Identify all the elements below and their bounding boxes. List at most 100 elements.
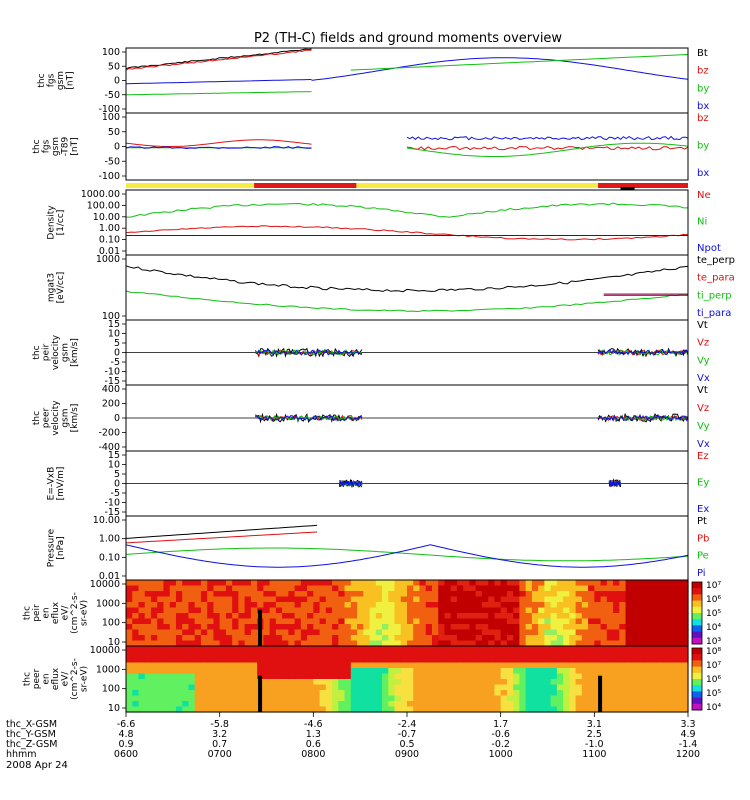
spectrogram-cell — [269, 624, 277, 631]
spectrogram-cell — [175, 585, 183, 592]
spectrogram-cell — [400, 695, 408, 702]
spectrogram-cell — [519, 690, 527, 697]
spectrogram-cell — [469, 618, 477, 625]
colorbar-label: 10⁶ — [706, 595, 721, 605]
spectrogram-cell — [581, 657, 589, 664]
spectrogram-cell — [631, 695, 639, 702]
spectrogram-cell — [238, 607, 246, 614]
spectrogram-cell — [681, 585, 689, 592]
spectrogram-cell — [313, 629, 321, 636]
spectrogram-cell — [619, 580, 627, 587]
spectrogram-cell — [631, 679, 639, 686]
spectrogram-cell — [544, 668, 552, 675]
spectrogram-cell — [569, 657, 577, 664]
spectrogram-cell — [613, 679, 620, 686]
spectrogram-cell — [282, 701, 289, 708]
spectrogram-cell — [413, 651, 421, 658]
spectrogram-cell — [669, 629, 677, 636]
spectrogram-cell — [150, 646, 158, 653]
spectrogram-cell — [475, 668, 483, 675]
spectrogram-cell — [319, 640, 327, 647]
spectrogram-cell — [250, 701, 258, 708]
spectrogram-cell — [681, 646, 689, 653]
spectrogram-cell — [238, 651, 246, 658]
spectrogram-cell — [400, 706, 408, 713]
spectrogram-cell — [225, 585, 233, 592]
spectrogram-cell — [450, 668, 458, 675]
spectrogram-cell — [463, 640, 471, 647]
y-axis-label: peir — [32, 604, 42, 622]
spectrogram-cell — [213, 580, 221, 587]
spectrogram-cell — [200, 679, 208, 686]
spectrogram-cell — [413, 624, 421, 631]
spectrogram-cell — [282, 673, 289, 680]
spectrogram-cell — [269, 706, 277, 713]
spectrogram-cell — [519, 602, 527, 609]
spectrogram-cell — [494, 673, 502, 680]
spectrogram-cell — [400, 684, 408, 691]
spectrogram-cell — [369, 684, 377, 691]
spectrogram-cell — [538, 662, 545, 669]
spectrogram-cell — [525, 602, 533, 609]
spectrogram-cell — [481, 684, 489, 691]
spectrogram-cell — [232, 618, 239, 625]
spectrogram-cell — [325, 668, 333, 675]
y-tick-label: 10 — [108, 637, 120, 648]
spectrogram-cell — [213, 657, 221, 664]
spectrogram-cell — [481, 607, 489, 614]
colorbar-segment — [692, 613, 702, 620]
spectrogram-cell — [456, 679, 464, 686]
spectrogram-cell — [144, 624, 152, 631]
spectrogram-cell — [619, 646, 627, 653]
spectrogram-cell — [344, 690, 352, 697]
spectrogram-cell — [219, 635, 227, 642]
spectrogram-cell — [600, 618, 608, 625]
spectrogram-cell — [294, 673, 302, 680]
spectrogram-cell — [369, 629, 377, 636]
spectrogram-cell — [300, 673, 308, 680]
spectrogram-cell — [544, 679, 552, 686]
spectrogram-cell — [644, 690, 652, 697]
spectrogram-cell — [600, 602, 608, 609]
series-bz — [125, 139, 312, 147]
spectrogram-cell — [444, 607, 452, 614]
spectrogram-cell — [144, 580, 152, 587]
spectrogram-cell — [538, 591, 545, 598]
spectrogram-cell — [450, 651, 458, 658]
spectrogram-cell — [219, 602, 227, 609]
spectrogram-cell — [200, 646, 208, 653]
y-axis-label: thc — [37, 73, 47, 87]
spectrogram-cell — [594, 585, 602, 592]
spectrogram-cell — [388, 580, 396, 587]
spectrogram-cell — [469, 668, 477, 675]
flag-segment — [356, 183, 599, 188]
spectrogram-cell — [182, 640, 190, 647]
spectrogram-cell — [207, 585, 215, 592]
spectrogram-cell — [506, 657, 514, 664]
spectrogram-cell — [656, 657, 664, 664]
spectrogram-cell — [644, 673, 652, 680]
spectrogram-cell — [400, 624, 408, 631]
spectrogram-cell — [132, 695, 140, 702]
spectrogram-cell — [613, 602, 620, 609]
y-axis-label: [1/cc] — [56, 210, 66, 236]
spectrogram-cell — [456, 706, 464, 713]
spectrogram-cell — [144, 591, 152, 598]
spectrogram-cell — [475, 580, 483, 587]
spectrogram-cell — [519, 679, 527, 686]
spectrogram-cell — [382, 657, 389, 664]
spectrogram-cell — [594, 673, 602, 680]
spectrogram-cell — [250, 690, 258, 697]
spectrogram-cell — [300, 651, 308, 658]
spectrogram-cell — [232, 596, 239, 603]
spectrogram-cell — [163, 602, 171, 609]
spectrogram-cell — [463, 607, 471, 614]
spectrogram-cell — [575, 690, 583, 697]
spectrogram-cell — [569, 613, 577, 620]
spectrogram-cell — [600, 607, 608, 614]
spectrogram-cell — [288, 668, 296, 675]
x-tick-label: -2.4 — [398, 719, 417, 730]
spectrogram-cell — [232, 673, 239, 680]
spectrogram-cell — [394, 668, 402, 675]
spectrogram-cell — [450, 613, 458, 620]
